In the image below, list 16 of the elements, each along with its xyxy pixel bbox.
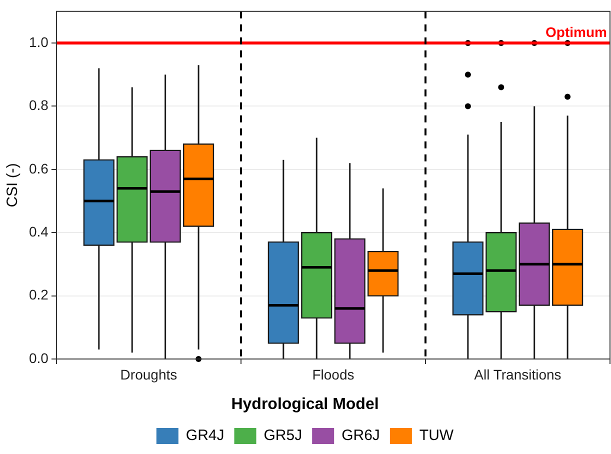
y-tick-label: 0.8	[28, 97, 49, 114]
x-tick-label: Floods	[312, 366, 354, 382]
y-tick-label: 1.0	[28, 34, 49, 50]
legend-label: GR6J	[342, 427, 380, 444]
legend-label: GR5J	[264, 427, 302, 444]
y-tick-label: 0.2	[28, 286, 49, 303]
ref-line-label: Optimum	[546, 24, 607, 40]
y-tick-label: 0.0	[28, 350, 49, 366]
legend-title: Hydrological Model	[231, 396, 379, 414]
legend-label: TUW	[419, 427, 454, 444]
x-tick-label: Droughts	[120, 366, 178, 382]
y-tick-label: 0.6	[28, 160, 49, 176]
x-tick-label: All Transitions	[474, 366, 562, 382]
y-tick-label: 0.4	[28, 223, 49, 240]
legend-label: GR4J	[186, 427, 224, 444]
y-axis-title: CSI (-)	[4, 163, 22, 208]
